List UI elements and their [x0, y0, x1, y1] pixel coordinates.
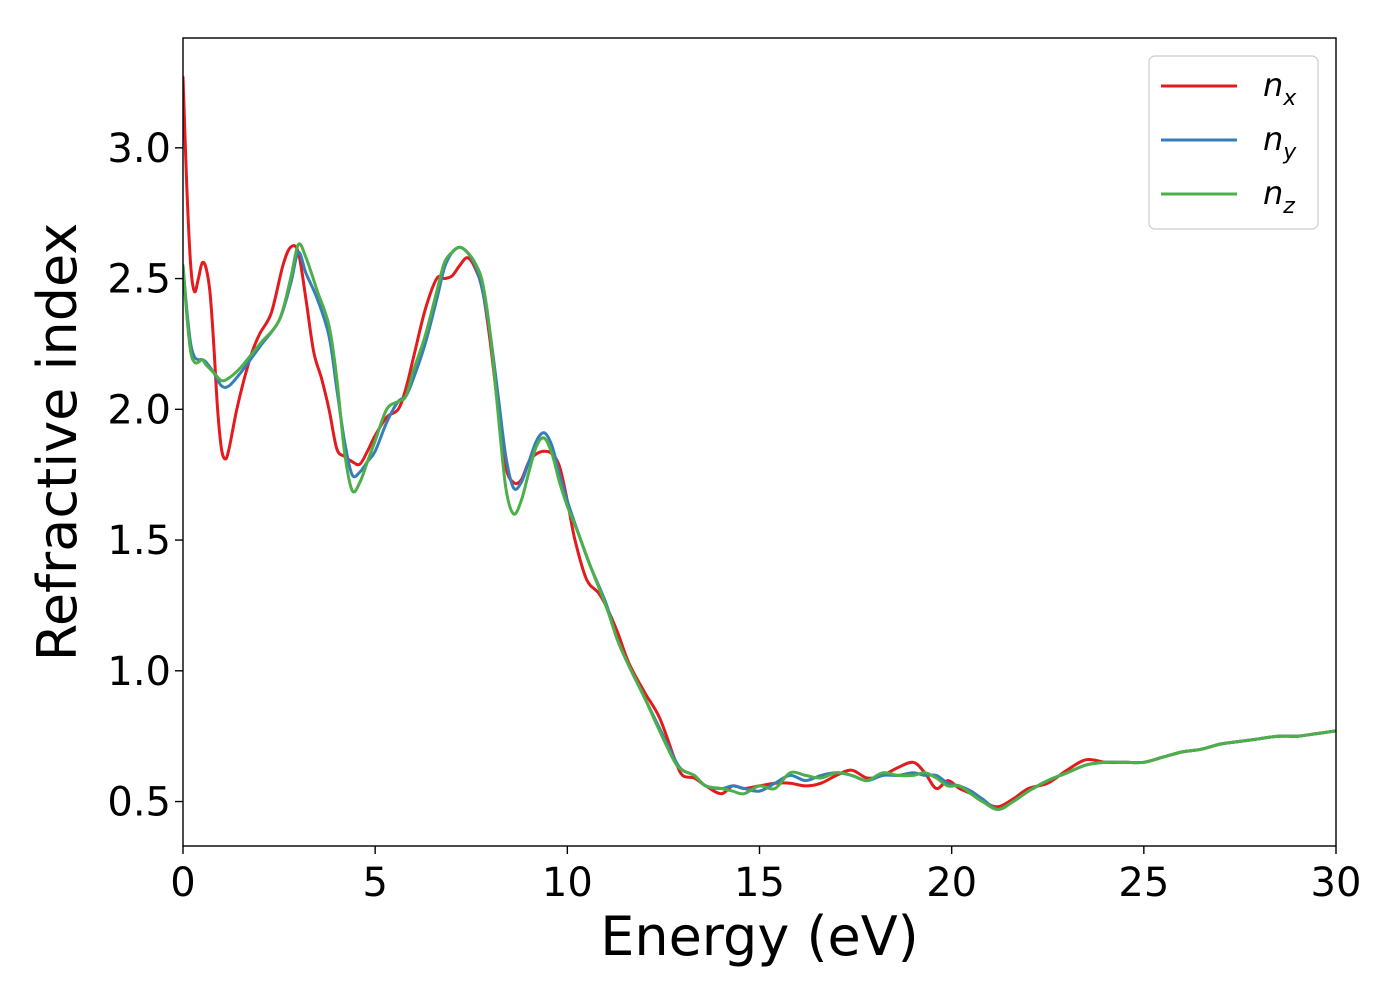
x-tick-label: 25	[1118, 860, 1169, 906]
y-tick-label: 1.0	[107, 649, 171, 695]
x-axis-label: Energy (eV)	[600, 905, 919, 968]
legend: nx ny nz	[1148, 55, 1319, 230]
x-tick-label: 0	[170, 860, 195, 906]
series-layer	[183, 75, 1336, 811]
y-axis-label: Refractive index	[26, 223, 89, 662]
legend-label-n-x: nx	[1263, 66, 1297, 111]
y-axis: 0.5 1.0 1.5 2.0 2.5 3.0	[107, 126, 183, 826]
y-tick-label: 1.5	[107, 518, 171, 564]
x-tick-label: 15	[734, 860, 785, 906]
legend-label-n-z: nz	[1263, 174, 1295, 219]
x-tick-label: 30	[1311, 860, 1362, 906]
x-tick-label: 20	[926, 860, 977, 906]
legend-label-n-y: ny	[1263, 120, 1297, 165]
y-tick-label: 3.0	[107, 126, 171, 172]
legend-frame	[1148, 55, 1319, 230]
y-tick-label: 2.5	[107, 257, 171, 303]
x-axis: 0 5 10 15 20 25 30	[170, 846, 1361, 906]
y-tick-label: 2.0	[107, 387, 171, 433]
series-line-n-y	[183, 245, 1336, 811]
x-tick-label: 5	[362, 860, 387, 906]
y-tick-label: 0.5	[107, 780, 171, 826]
x-tick-label: 10	[542, 860, 593, 906]
series-line-n-z	[183, 242, 1336, 811]
